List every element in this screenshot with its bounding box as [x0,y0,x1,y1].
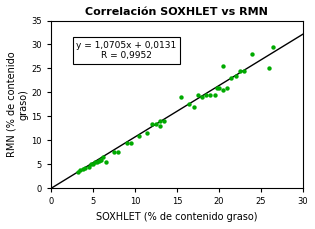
Point [90,163,95,166]
Point [225,86,230,90]
Point [112,151,117,154]
Point [145,131,150,135]
Point [137,134,142,137]
Point [158,120,163,123]
Point [94,160,100,164]
Point [220,64,226,68]
Point [208,93,213,97]
Point [216,86,221,90]
Point [195,93,200,97]
Point [103,160,108,164]
Point [97,158,102,161]
Point [92,160,97,164]
Point [199,95,204,99]
Point [187,103,192,106]
Point [233,74,238,78]
Point [215,86,220,90]
Point [128,141,133,145]
Point [75,170,80,174]
Point [212,93,217,97]
Point [116,151,121,154]
Point [267,67,272,70]
Point [229,76,234,80]
Text: y = 1,0705x + 0,0131
R = 0,9952: y = 1,0705x + 0,0131 R = 0,9952 [76,41,177,60]
Point [86,165,91,169]
Point [96,159,101,162]
Point [78,168,83,172]
Title: Correlación SOXHLET vs RMN: Correlación SOXHLET vs RMN [85,7,268,17]
Point [271,45,276,49]
Point [162,120,167,123]
Point [204,93,209,97]
Point [149,122,154,125]
Point [191,105,196,109]
Point [153,122,158,125]
Point [89,163,94,166]
Point [179,95,184,99]
X-axis label: SOXHLET (% de contenido graso): SOXHLET (% de contenido graso) [96,212,258,222]
Point [158,124,163,128]
Point [99,158,104,161]
Point [80,167,85,171]
Point [82,166,87,170]
Point [220,88,226,92]
Point [242,69,247,73]
Point [100,155,106,159]
Y-axis label: RMN (% de contenido
graso): RMN (% de contenido graso) [7,52,29,157]
Point [237,69,242,73]
Point [124,141,129,145]
Point [250,52,255,56]
